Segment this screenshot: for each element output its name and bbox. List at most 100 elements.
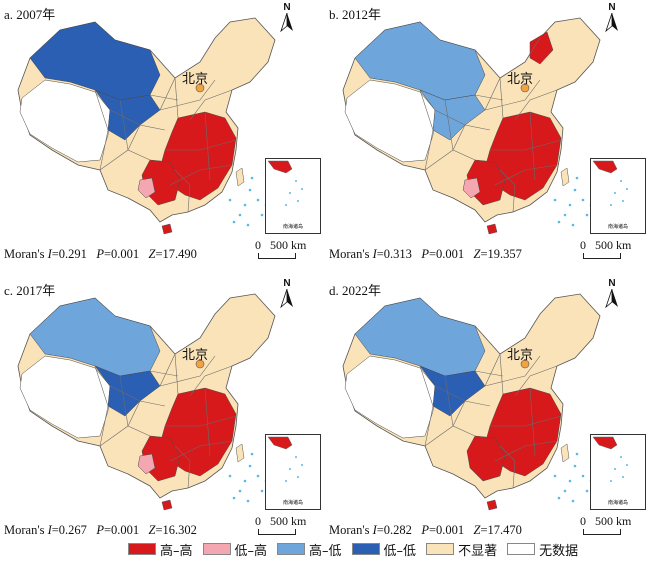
inset-map <box>267 160 303 206</box>
scale-bar-line <box>258 529 296 535</box>
sea-island-dot <box>568 203 572 207</box>
region-northwest <box>354 21 486 101</box>
capital-label: 北京 <box>507 348 534 363</box>
china-map <box>17 293 276 511</box>
beijing-marker <box>195 83 205 93</box>
moran-i-symbol: I <box>372 247 377 261</box>
z-symbol: Z <box>148 247 156 261</box>
region-northwest <box>29 297 161 377</box>
beijing-marker <box>195 359 205 369</box>
z-value: =17.490 <box>155 247 197 261</box>
inset-caption: 南海诸岛 <box>282 224 303 230</box>
province-boundary <box>474 94 504 101</box>
sea-island-dot <box>232 496 236 500</box>
province-boundary <box>494 440 558 462</box>
scale-distance: 500 km <box>270 514 307 528</box>
region-low-high <box>462 177 481 199</box>
hainan-island <box>486 499 498 511</box>
province-boundary <box>174 353 179 395</box>
north-label: N <box>283 2 291 13</box>
p-symbol: P <box>421 523 429 537</box>
inset-map <box>592 160 628 206</box>
north-arrow: N <box>602 278 622 309</box>
sea-island-dot <box>581 474 585 478</box>
sea-island-dot <box>563 213 567 217</box>
taiwan-island <box>235 167 245 187</box>
province-boundary <box>514 365 558 397</box>
province-boundary <box>499 353 504 395</box>
region-tibet <box>344 355 436 439</box>
sea-island-dot <box>260 213 264 217</box>
legend-item-not-significant: 不显著 <box>426 540 497 559</box>
scale-zero: 0 <box>255 514 261 528</box>
province-boundary <box>165 415 237 427</box>
province-boundary <box>419 89 434 171</box>
province-boundary <box>524 37 541 63</box>
sea-island-dot <box>246 499 250 503</box>
province-boundary <box>159 79 216 111</box>
z-symbol: Z <box>148 523 156 537</box>
sea-island-dot <box>571 223 575 227</box>
hainan-island <box>161 223 173 235</box>
province-boundary <box>499 445 516 489</box>
province-boundary <box>174 169 191 213</box>
z-value: =19.357 <box>480 247 522 261</box>
legend-swatch-not-significant <box>426 543 455 555</box>
legend-swatch-no-data <box>507 543 536 555</box>
province-boundary <box>484 355 541 387</box>
province-boundary <box>204 387 211 457</box>
province-boundary <box>189 365 233 397</box>
province-boundary <box>529 111 536 181</box>
province-boundary <box>165 139 237 151</box>
region-low-high <box>137 177 156 199</box>
province-boundary <box>94 365 109 447</box>
legend-label-low-high: 低–高 <box>234 543 268 559</box>
p-symbol: P <box>421 247 429 261</box>
north-label: N <box>608 2 616 13</box>
sea-island-dot <box>573 188 577 192</box>
p-symbol: P <box>96 523 104 537</box>
scale-zero: 0 <box>255 238 261 252</box>
north-label: N <box>608 278 616 289</box>
scale-distance: 500 km <box>270 238 307 252</box>
sea-island-dot <box>573 464 577 468</box>
moran-statistics: Moran's I=0.291 P=0.001 Z=17.490 <box>4 247 197 262</box>
province-boundary <box>499 77 504 119</box>
sea-island-dot <box>256 474 260 478</box>
province-boundary <box>119 375 129 427</box>
china-map <box>17 17 276 235</box>
legend-label-high-low: 高–低 <box>309 543 342 559</box>
moran-i-value: =0.282 <box>376 523 412 537</box>
inset-caption: 南海诸岛 <box>607 500 628 506</box>
moran-i-value: =0.267 <box>51 523 87 537</box>
sea-island-dot <box>568 479 572 483</box>
scale-bar: 0 500 km <box>580 238 640 262</box>
province-boundary <box>204 111 211 181</box>
z-symbol: Z <box>473 247 481 261</box>
region-south-hotspot <box>466 435 506 482</box>
panel-label: b. 2012年 <box>329 7 382 22</box>
panel-label: c. 2017年 <box>4 283 56 298</box>
region-northeast-hot <box>529 31 554 65</box>
scale-distance: 500 km <box>595 238 632 252</box>
z-value: =16.302 <box>155 523 197 537</box>
province-boundary <box>174 77 179 119</box>
province-boundary <box>119 99 129 151</box>
moran-statistics: Moran's I=0.282 P=0.001 Z=17.470 <box>329 523 522 538</box>
south-china-sea-inset: 南海诸岛 <box>590 158 646 234</box>
province-boundary <box>434 385 491 407</box>
map-panel: c. 2017年 北京 N 南海诸岛 0 500 km Moran's I=0.… <box>0 276 322 546</box>
region-northwest <box>29 21 161 101</box>
province-boundary <box>127 124 141 151</box>
region-tibet <box>344 79 436 163</box>
legend-item-low-high: 低–高 <box>202 540 268 559</box>
north-arrow-icon <box>605 12 618 33</box>
scale-label: 0 500 km <box>580 238 631 253</box>
beijing-marker <box>520 359 530 369</box>
taiwan-island <box>235 443 245 463</box>
legend-label-no-data: 无数据 <box>539 543 579 559</box>
province-boundary <box>199 313 216 339</box>
sea-island-dot <box>553 474 557 478</box>
sea-island-dot <box>238 213 242 217</box>
moran-i-symbol: I <box>47 523 52 537</box>
